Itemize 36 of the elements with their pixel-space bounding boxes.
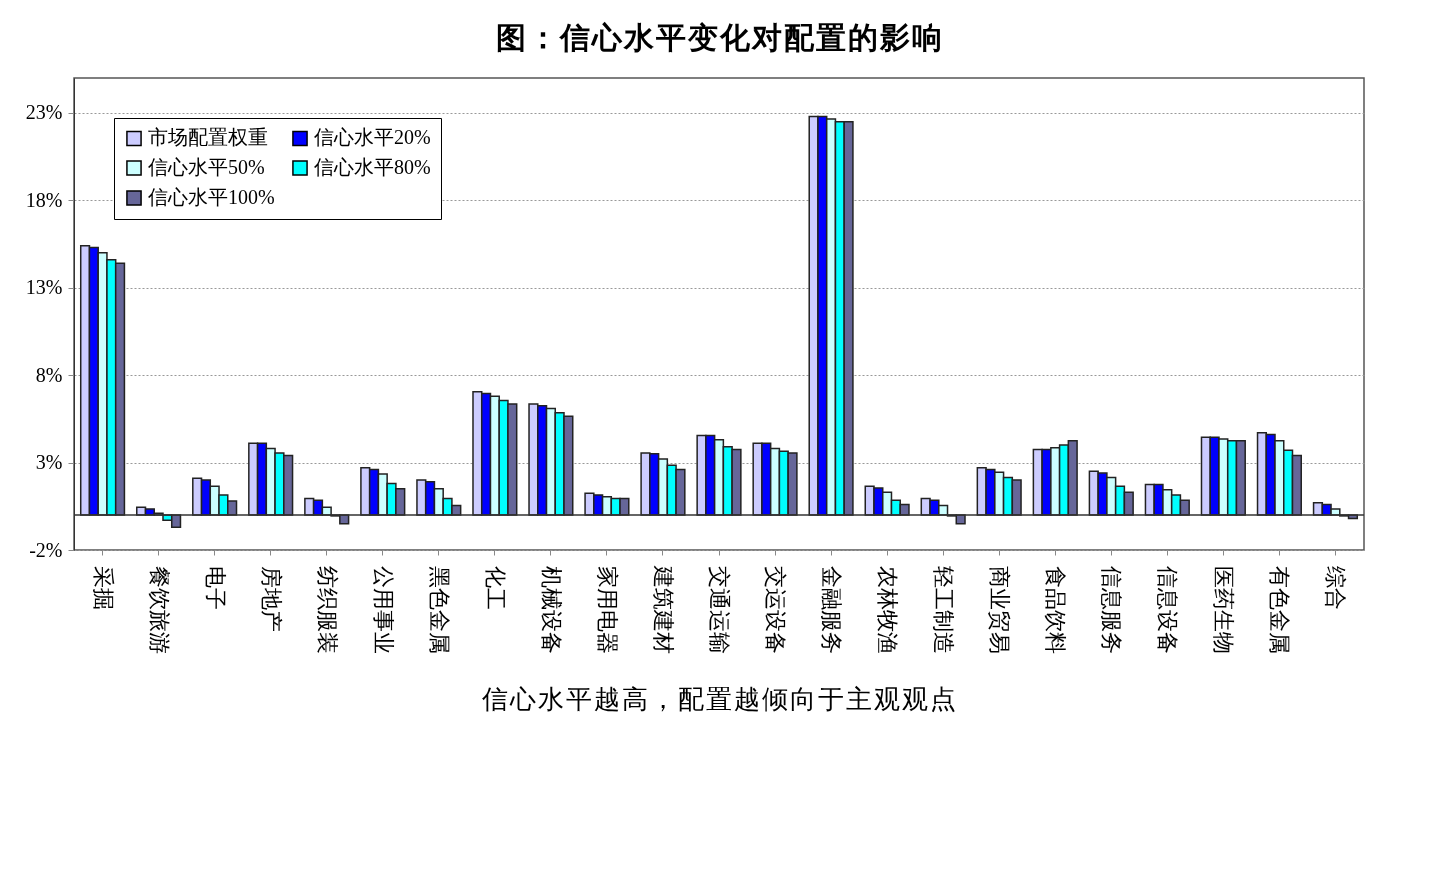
x-tick-label: 交运设备 — [763, 565, 789, 654]
y-tick-label: 8% — [35, 363, 63, 386]
x-tick-label: 有色金属 — [1267, 565, 1293, 654]
y-tick-label: 13% — [25, 276, 63, 299]
legend-label: 市场配置权重 — [148, 126, 268, 149]
x-tick-label: 交通运输 — [707, 565, 732, 654]
x-tick-label: 综合 — [1323, 565, 1349, 610]
y-tick-label: 23% — [25, 101, 63, 124]
x-tick-label: 农林牧渔 — [875, 565, 901, 654]
x-tick-label: 信息服务 — [1099, 565, 1125, 654]
x-tick-label: 电子 — [202, 565, 228, 610]
x-tick-label: 建筑建材 — [650, 564, 676, 654]
x-tick-label: 轻工制造 — [931, 565, 957, 654]
x-tick-label: 化工 — [482, 565, 508, 610]
x-tick-label: 采掘 — [90, 565, 116, 610]
x-tick-label: 公用事业 — [370, 565, 396, 654]
x-tick-label: 商业贸易 — [987, 565, 1013, 654]
legend-label: 信心水平80% — [314, 156, 431, 178]
x-tick-label: 家用电器 — [594, 565, 620, 654]
y-tick-label: 18% — [25, 188, 63, 211]
x-tick-label: 信息设备 — [1155, 565, 1181, 654]
y-tick-label: 3% — [35, 451, 63, 474]
x-tick-label: 黑色金属 — [426, 565, 452, 654]
x-tick-label: 纺织服装 — [314, 565, 340, 654]
x-tick-label: 餐饮旅游 — [146, 565, 172, 654]
x-tick-label: 房地产 — [258, 565, 284, 632]
text: 信心水平越高，配置越倾向于主观观点 — [481, 684, 959, 716]
legend-label: 信心水平50% — [148, 156, 265, 178]
chart-title: 图：信心水平变化对配置的影响 — [495, 20, 945, 56]
x-tick-label: 医药生物 — [1211, 565, 1237, 654]
x-tick-label: 金融服务 — [819, 565, 845, 654]
x-tick-label: 机械设备 — [538, 565, 564, 654]
y-tick-label: -2% — [29, 538, 63, 561]
x-tick-label: 食品饮料 — [1043, 565, 1069, 654]
legend-label: 信心水平20% — [314, 126, 431, 149]
legend-label: 信心水平100% — [148, 186, 275, 208]
